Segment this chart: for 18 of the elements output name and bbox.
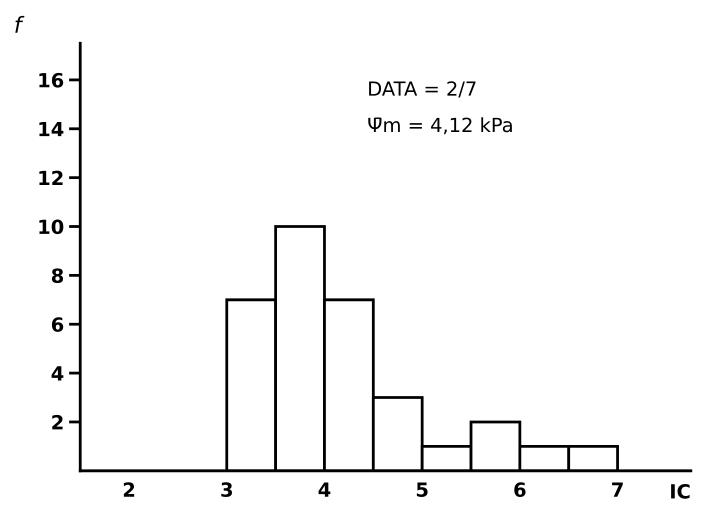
x-tick-label: 2: [124, 482, 134, 497]
y-tick-label: 12: [39, 170, 63, 186]
x-tick-label: 6: [514, 482, 526, 497]
y-tick-label: 2: [52, 414, 63, 430]
y-tick-label: 6: [52, 317, 64, 332]
annotation: DATA = 2/7: [369, 81, 476, 98]
y-tick-label: 8: [52, 268, 64, 284]
x-tick-label: 4: [318, 482, 330, 497]
x-tick-label: 5: [416, 482, 428, 497]
y-axis-title: f: [15, 16, 24, 33]
annotation: Ψ̄m = 4,12 kPa: [368, 117, 512, 134]
y-tick-label: 4: [52, 366, 64, 380]
y-tick-label: 14: [39, 122, 64, 136]
x-tick-label: 7: [612, 482, 623, 497]
y-tick-label: 16: [39, 72, 64, 88]
x-axis-title: IC: [671, 484, 690, 499]
y-tick-label: 10: [39, 219, 64, 234]
x-tick-label: 3: [221, 482, 232, 497]
